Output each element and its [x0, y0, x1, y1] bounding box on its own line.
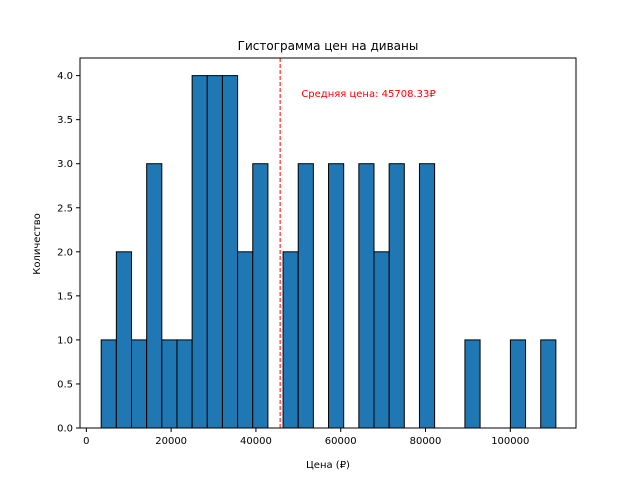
histogram-bar [464, 339, 481, 429]
histogram-bar [282, 251, 299, 429]
x-tick-label: 20000 [155, 436, 187, 447]
histogram-bar [115, 251, 133, 429]
x-tick-label: 60000 [325, 436, 357, 447]
histogram-bar [252, 163, 269, 429]
y-tick-label: 4.0 [57, 71, 73, 82]
y-tick-label: 2.5 [57, 203, 73, 214]
histogram-bar [146, 163, 163, 429]
x-tick-label: 100000 [491, 436, 529, 447]
y-axis-label: Количество [32, 213, 43, 275]
histogram-bar [237, 251, 254, 429]
mean-annotation: Средняя цена: 45708.33₽ [301, 89, 436, 100]
histogram-bar [297, 163, 314, 429]
x-tick-label: 40000 [240, 436, 272, 447]
histogram-bar [191, 75, 208, 429]
y-tick-label: 3.5 [57, 115, 73, 126]
mean-group: Средняя цена: 45708.33₽ [279, 58, 436, 428]
chart-title: Гистограмма цен на диваны [238, 39, 419, 53]
y-tick-label: 1.5 [57, 291, 73, 302]
x-tick-label: 80000 [410, 436, 442, 447]
histogram-bar [388, 163, 405, 429]
histogram-bar [131, 339, 148, 429]
y-axis-ticks: 0.0 0.5 1.0 1.5 2.0 2.5 3.0 3.5 4.0 [57, 71, 80, 435]
y-tick-label: 2.0 [57, 247, 73, 258]
histogram-bar [176, 339, 193, 429]
histogram-bar [206, 75, 223, 429]
x-axis-label: Цена (₽) [306, 460, 350, 471]
x-axis-ticks: 0 20000 40000 60000 80000 100000 [83, 428, 529, 447]
histogram-bar [161, 339, 178, 429]
y-tick-label: 3.0 [57, 159, 73, 170]
y-tick-label: 1.0 [57, 335, 73, 346]
bars-group [100, 75, 557, 429]
histogram-bar [221, 75, 239, 429]
histogram-bar [100, 339, 117, 429]
histogram-bar [373, 251, 390, 429]
y-tick-label: 0.5 [57, 379, 73, 390]
histogram-bar [328, 163, 345, 429]
histogram-bar [540, 339, 557, 429]
histogram-bar [358, 163, 375, 429]
y-tick-label: 0.0 [57, 424, 73, 435]
x-tick-label: 0 [83, 436, 89, 447]
histogram-bar [418, 163, 436, 429]
plot-frame [79, 57, 577, 429]
histogram-bar [509, 339, 527, 429]
